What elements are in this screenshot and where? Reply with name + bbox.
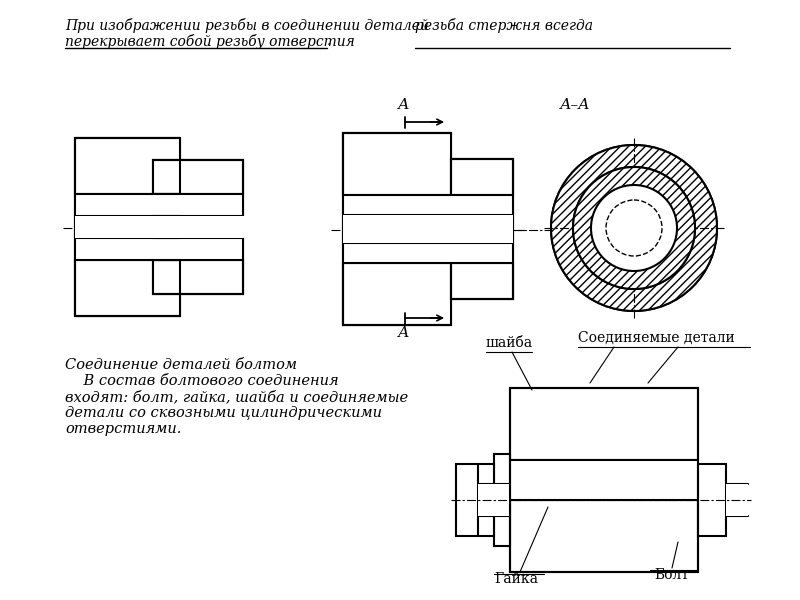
Bar (343, 133, 451, 195)
Circle shape (551, 145, 717, 311)
Circle shape (606, 200, 662, 256)
Text: детали со сквозными цилиндрическими: детали со сквозными цилиндрическими (65, 406, 382, 420)
Bar (343, 195, 451, 263)
Bar (451, 263, 513, 299)
Bar (451, 159, 513, 195)
Bar (153, 160, 243, 294)
Bar (153, 194, 243, 260)
Text: .: . (327, 34, 331, 48)
Bar (343, 133, 451, 325)
Bar (698, 464, 726, 536)
Bar (343, 215, 513, 243)
Bar (343, 263, 451, 325)
Bar (451, 263, 513, 299)
Bar (456, 464, 494, 536)
Bar (75, 138, 180, 194)
Circle shape (573, 167, 695, 289)
Bar (510, 388, 698, 460)
Bar (726, 484, 748, 516)
Text: Соединяемые детали: Соединяемые детали (578, 331, 734, 345)
Text: Соединение деталей болтом: Соединение деталей болтом (65, 358, 297, 372)
Bar (75, 138, 180, 194)
Bar (510, 500, 698, 572)
Text: А–А: А–А (560, 98, 590, 112)
Text: перекрывает собой резьбу отверстия: перекрывает собой резьбу отверстия (65, 34, 355, 49)
Wedge shape (551, 145, 717, 311)
Text: При изображении резьбы в соединении деталей: При изображении резьбы в соединении дета… (65, 18, 434, 33)
Text: Болт: Болт (654, 568, 690, 582)
Text: А: А (398, 98, 410, 112)
Bar (75, 216, 270, 238)
Circle shape (591, 185, 677, 271)
Text: В состав болтового соединения: В состав болтового соединения (65, 374, 338, 388)
Text: резьба стержня всегда: резьба стержня всегда (415, 18, 593, 33)
Bar (153, 160, 243, 194)
Text: А: А (398, 326, 410, 340)
Bar (75, 260, 180, 316)
Bar (510, 460, 698, 500)
Text: Гайка: Гайка (494, 572, 538, 586)
Bar (153, 260, 243, 294)
Bar (494, 454, 510, 546)
Bar (451, 159, 513, 195)
Bar (343, 263, 451, 325)
Wedge shape (573, 167, 695, 289)
Bar (451, 159, 513, 299)
Bar (75, 194, 180, 260)
Bar (75, 138, 180, 316)
Bar (75, 260, 180, 316)
Bar (510, 388, 698, 460)
Bar (510, 500, 698, 572)
Text: шайба: шайба (486, 336, 533, 350)
Bar (451, 195, 513, 263)
Bar (153, 260, 243, 294)
Text: входят: болт, гайка, шайба и соединяемые: входят: болт, гайка, шайба и соединяемые (65, 390, 408, 404)
Bar (478, 484, 510, 516)
Bar (343, 133, 451, 195)
Text: отверстиями.: отверстиями. (65, 422, 182, 436)
Bar (153, 160, 243, 194)
